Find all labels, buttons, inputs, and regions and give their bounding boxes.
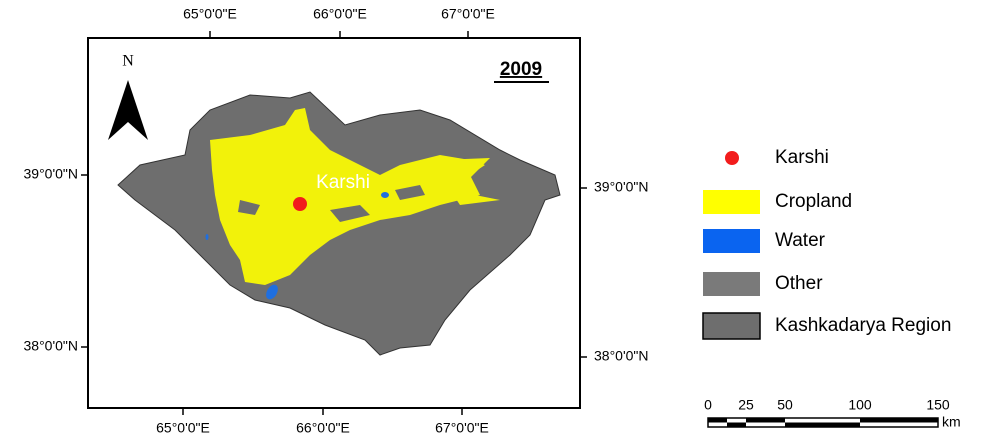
scale-label: 25: [738, 397, 754, 413]
longitude-label: 67°0'0"E: [441, 6, 495, 22]
legend-symbol: [725, 151, 739, 165]
legend-symbol: [703, 272, 760, 296]
legend-symbol: [703, 229, 760, 253]
scale-bar: [707, 417, 939, 428]
city-marker: [293, 197, 307, 211]
longitude-label: 67°0'0"E: [435, 420, 489, 436]
longitude-label: 66°0'0"E: [313, 6, 367, 22]
legend-label: Kashkadarya Region: [775, 315, 951, 336]
legend-label: Cropland: [775, 191, 852, 212]
latitude-label: 38°0'0"N: [594, 348, 649, 364]
latitude-label: 39°0'0"N: [594, 179, 649, 195]
year-label: 2009: [500, 59, 542, 80]
legend-label: Water: [775, 230, 826, 251]
non-crop-patches: [238, 185, 425, 222]
legend-symbol: [703, 190, 760, 214]
cropland-area: [210, 108, 500, 285]
latitude-label: 39°0'0"N: [24, 166, 79, 182]
longitude-label: 65°0'0"E: [183, 6, 237, 22]
scale-label: 0: [704, 397, 712, 413]
longitude-label: 66°0'0"E: [296, 420, 350, 436]
scale-label: 150: [926, 397, 950, 413]
water: [205, 192, 389, 300]
north-arrow: [108, 80, 148, 140]
legend-label: Other: [775, 273, 823, 294]
north-label: N: [122, 53, 134, 70]
latitude-label: 38°0'0"N: [24, 338, 79, 354]
scale-label: 100: [848, 397, 872, 413]
graticule-ticks: [81, 31, 587, 415]
scale-unit: km: [942, 414, 961, 430]
legend-symbol: [702, 312, 761, 340]
scale-label: 50: [777, 397, 793, 413]
longitude-label: 65°0'0"E: [156, 420, 210, 436]
legend-label: Karshi: [775, 147, 829, 168]
city-label: Karshi: [316, 172, 370, 193]
